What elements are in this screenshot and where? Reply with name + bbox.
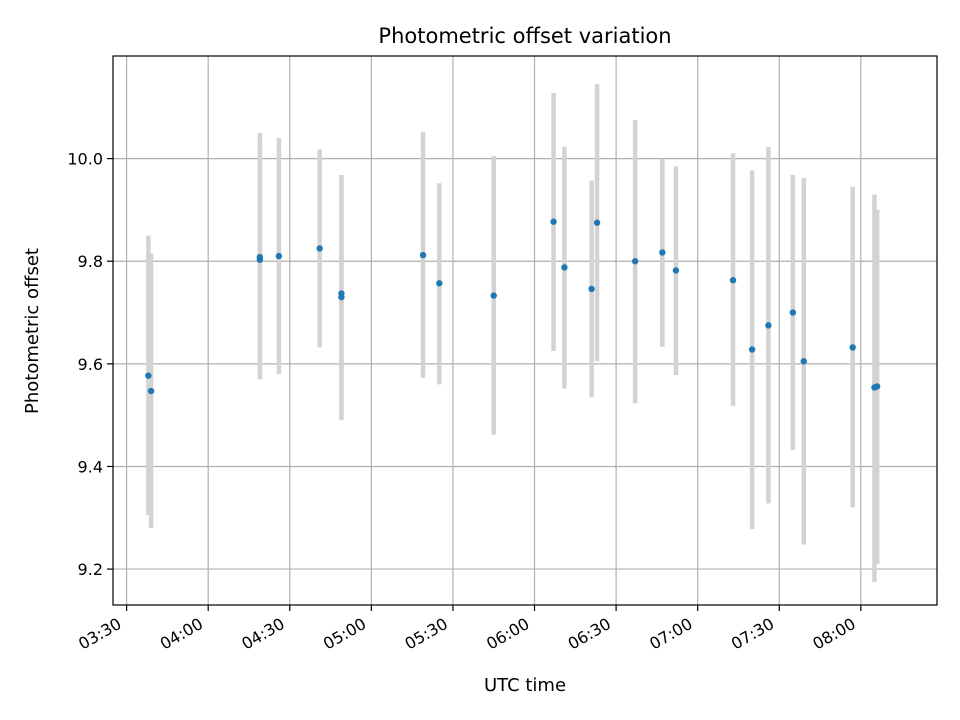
y-axis-ticks: 9.2 9.4 9.6 9.8 10.0 — [67, 150, 113, 579]
y-tick-label: 9.8 — [78, 252, 103, 271]
data-point — [490, 292, 497, 299]
data-point — [631, 258, 639, 265]
data-point — [729, 277, 737, 284]
grid — [113, 56, 937, 605]
plot-area — [113, 56, 937, 605]
data-points — [145, 218, 881, 395]
data-point — [849, 344, 856, 351]
data-point — [672, 267, 680, 274]
data-point — [256, 256, 264, 263]
y-axis-title: Photometric offset — [22, 248, 43, 414]
y-tick-label: 9.6 — [78, 355, 103, 374]
data-point — [748, 346, 756, 353]
data-point — [338, 293, 345, 301]
data-point — [873, 383, 881, 390]
data-point — [550, 218, 557, 225]
x-axis-title: UTC time — [484, 675, 566, 696]
y-tick-label: 9.2 — [78, 560, 103, 579]
y-tick-label: 9.4 — [78, 457, 103, 476]
y-tick-label: 10.0 — [67, 150, 103, 169]
data-point — [436, 280, 443, 287]
chart-title: Photometric offset variation — [378, 24, 671, 48]
plot-frame — [112, 55, 938, 606]
data-point — [147, 387, 155, 395]
data-point — [593, 219, 601, 226]
data-point — [800, 358, 807, 365]
data-point — [789, 309, 797, 316]
data-point — [316, 245, 323, 252]
data-point — [561, 264, 568, 271]
data-point — [419, 251, 427, 259]
data-point — [765, 322, 772, 329]
data-point — [275, 252, 283, 260]
data-point — [588, 285, 595, 293]
data-point — [145, 372, 152, 379]
data-point — [659, 249, 666, 256]
